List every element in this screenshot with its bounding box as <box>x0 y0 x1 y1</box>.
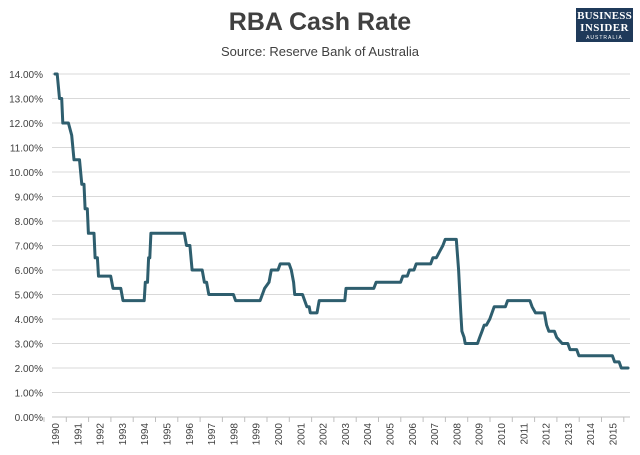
chart-subtitle: Source: Reserve Bank of Australia <box>221 44 419 59</box>
y-tick-label: 1.00% <box>15 389 43 400</box>
x-tick-label: 2009 <box>475 423 486 446</box>
x-tick-label: 1999 <box>252 423 263 446</box>
x-tick-label: 2011 <box>519 423 530 445</box>
y-tick-label: 3.00% <box>15 340 43 351</box>
y-tick-label: 4.00% <box>15 315 43 326</box>
y-tick-label: 6.00% <box>15 266 43 277</box>
business-insider-logo: BUSINESS INSIDER AUSTRALIA <box>576 8 633 42</box>
logo-line-1: BUSINESS <box>577 10 632 22</box>
x-tick-label: 1994 <box>140 423 151 446</box>
chart-title: RBA Cash Rate <box>228 8 412 36</box>
y-tick-label: 12.00% <box>9 119 43 130</box>
series-layer <box>53 72 630 370</box>
x-tick-label: 1991 <box>73 423 84 446</box>
x-tick-label: 2012 <box>542 423 553 446</box>
y-tick-label: 5.00% <box>15 291 43 302</box>
x-tick-label: 2013 <box>564 423 575 446</box>
x-tick-label: 1996 <box>185 423 196 446</box>
x-tick-label: 2007 <box>430 423 441 446</box>
x-tick-label: 2014 <box>586 423 597 446</box>
gridlines <box>52 73 630 393</box>
x-tick-label: 1998 <box>229 423 240 446</box>
x-tick-label: 2000 <box>274 423 285 446</box>
x-tick-label: 1992 <box>96 423 107 446</box>
x-tick-label: 1990 <box>51 423 62 446</box>
y-tick-label: 10.00% <box>9 168 43 179</box>
x-tick-label: 2003 <box>341 423 352 446</box>
x-tick-label: 2015 <box>609 423 620 446</box>
x-axis: 1990 1991 1992 1993 1994 1995 1996 1997 1998 1999… <box>43 416 630 446</box>
y-tick-label: 2.00% <box>15 364 43 375</box>
x-tick-label: 1995 <box>163 423 174 446</box>
y-tick-label: 7.00% <box>15 242 43 253</box>
y-tick-label: 14.00% <box>9 70 43 81</box>
x-tick-label: 1993 <box>118 423 129 446</box>
x-tick-label: 2008 <box>452 423 463 446</box>
x-tick-label: 2006 <box>408 423 419 446</box>
y-axis-labels: 0.00% 1.00% 2.00% 3.00% 4.00% 5.00% 6.00% 7.00%… <box>9 70 43 424</box>
y-tick-label: 13.00% <box>9 95 43 106</box>
y-tick-label: 11.00% <box>10 144 43 155</box>
cash-rate-line <box>53 72 630 370</box>
x-tick-label: 2010 <box>497 423 508 446</box>
y-tick-label: 9.00% <box>15 193 43 204</box>
logo-line-2: INSIDER <box>580 22 629 34</box>
x-tick-label: 2001 <box>296 423 307 446</box>
logo-line-3: AUSTRALIA <box>586 35 623 41</box>
y-tick-label: 0.00% <box>15 413 43 424</box>
x-tick-label: 2005 <box>386 423 397 446</box>
x-tick-label: 2004 <box>363 423 374 446</box>
x-tick-label: 2002 <box>319 423 330 446</box>
y-tick-label: 8.00% <box>15 217 43 228</box>
x-tick-label: 1997 <box>207 423 218 446</box>
